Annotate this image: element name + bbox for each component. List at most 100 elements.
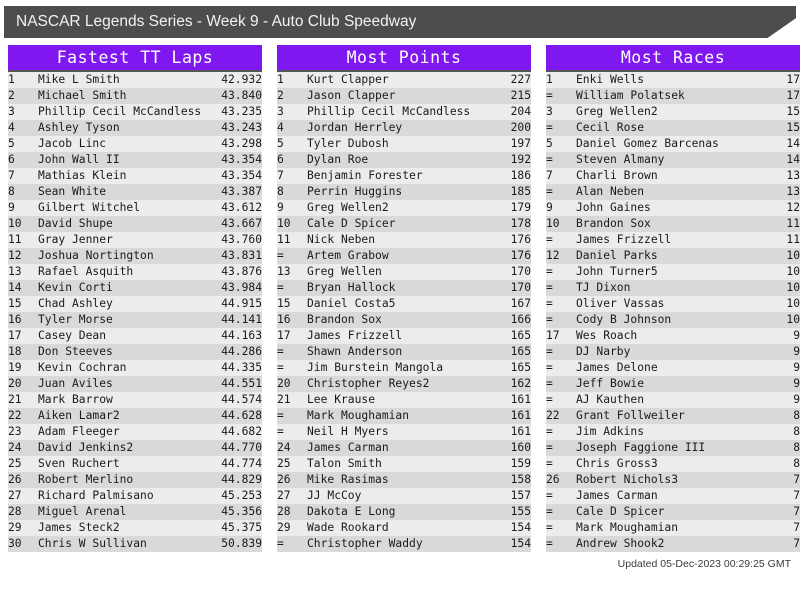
table-row: 4 Jordan Herrley 200 <box>277 120 531 136</box>
cell-rank: = <box>546 521 553 534</box>
cell-driver-name: Joshua Nortington <box>38 249 154 262</box>
table-row: = Bryan Hallock 170 <box>277 280 531 296</box>
cell-value: 10 <box>786 249 800 262</box>
cell-value: 166 <box>510 313 531 326</box>
title-banner: NASCAR Legends Series - Week 9 - Auto Cl… <box>4 6 796 38</box>
table-row: 8 Perrin Huggins 185 <box>277 184 531 200</box>
cell-value: 43.831 <box>221 249 262 262</box>
cell-driver-name: Sven Ruchert <box>38 457 120 470</box>
cell-value: 42.932 <box>221 73 262 86</box>
cell-driver-name: Kurt Clapper <box>307 73 389 86</box>
table-row: = Cody B Johnson 10 <box>546 312 800 328</box>
cell-driver-name: James Frizzell <box>307 329 403 342</box>
table-row: 26 Robert Merlino 44.829 <box>8 472 262 488</box>
cell-driver-name: Adam Fleeger <box>38 425 120 438</box>
cell-rank: = <box>277 361 284 374</box>
table-row: 26 Mike Rasimas 158 <box>277 472 531 488</box>
cell-driver-name: James Steck2 <box>38 521 120 534</box>
table-row: 7 Mathias Klein 43.354 <box>8 168 262 184</box>
cell-rank: 13 <box>8 265 22 278</box>
cell-rank: = <box>546 185 553 198</box>
cell-value: 7 <box>793 473 800 486</box>
cell-value: 44.774 <box>221 457 262 470</box>
table-row: 16 Brandon Sox 166 <box>277 312 531 328</box>
table-row: 20 Juan Aviles 44.551 <box>8 376 262 392</box>
cell-rank: 24 <box>277 441 291 454</box>
cell-rank: 15 <box>277 297 291 310</box>
cell-rank: 3 <box>546 105 553 118</box>
cell-rank: 27 <box>8 489 22 502</box>
cell-driver-name: Kevin Corti <box>38 281 113 294</box>
cell-driver-name: Perrin Huggins <box>307 185 403 198</box>
cell-rank: 5 <box>546 137 553 150</box>
table-row: = Cale D Spicer 7 <box>546 504 800 520</box>
cell-driver-name: Robert Merlino <box>38 473 134 486</box>
table-row: 17 Casey Dean 44.163 <box>8 328 262 344</box>
cell-driver-name: Mark Moughamian <box>576 521 679 534</box>
cell-driver-name: Oliver Vassas <box>576 297 665 310</box>
table-row: = Shawn Anderson 165 <box>277 344 531 360</box>
cell-driver-name: Mathias Klein <box>38 169 127 182</box>
cell-driver-name: Miguel Arenal <box>38 505 127 518</box>
cell-rank: 26 <box>277 473 291 486</box>
cell-rank: 24 <box>8 441 22 454</box>
cell-rank: 2 <box>8 89 15 102</box>
cell-driver-name: Daniel Costa5 <box>307 297 396 310</box>
cell-driver-name: Chad Ashley <box>38 297 113 310</box>
cell-driver-name: Don Steeves <box>38 345 113 358</box>
cell-value: 45.356 <box>221 505 262 518</box>
cell-rank: = <box>546 441 553 454</box>
table-row: = Jim Adkins 8 <box>546 424 800 440</box>
cell-rank: = <box>546 153 553 166</box>
cell-rank: 22 <box>546 409 560 422</box>
cell-driver-name: Mike Rasimas <box>307 473 389 486</box>
cell-value: 154 <box>510 521 531 534</box>
table-row: 13 Rafael Asquith 43.876 <box>8 264 262 280</box>
cell-value: 14 <box>786 137 800 150</box>
cell-value: 13 <box>786 185 800 198</box>
table-row: = Artem Grabow 176 <box>277 248 531 264</box>
cell-rank: 1 <box>277 73 284 86</box>
table-row: = James Frizzell 11 <box>546 232 800 248</box>
table-row: = James Carman 7 <box>546 488 800 504</box>
cell-value: 9 <box>793 393 800 406</box>
table-row: = Christopher Waddy 154 <box>277 536 531 552</box>
cell-driver-name: John Turner5 <box>576 265 658 278</box>
cell-value: 158 <box>510 473 531 486</box>
table-row: = Neil H Myers 161 <box>277 424 531 440</box>
cell-driver-name: JJ McCoy <box>307 489 362 502</box>
cell-rank: = <box>546 393 553 406</box>
table-row: 9 John Gaines 12 <box>546 200 800 216</box>
table-row: 22 Aiken Lamar2 44.628 <box>8 408 262 424</box>
cell-driver-name: Jordan Herrley <box>307 121 403 134</box>
table-row: 3 Greg Wellen2 15 <box>546 104 800 120</box>
cell-value: 10 <box>786 281 800 294</box>
cell-rank: = <box>546 121 553 134</box>
cell-value: 11 <box>786 217 800 230</box>
cell-value: 192 <box>510 153 531 166</box>
cell-driver-name: Chris W Sullivan <box>38 537 147 550</box>
cell-rank: 6 <box>277 153 284 166</box>
table-row: 22 Grant Follweiler 8 <box>546 408 800 424</box>
table-row: 20 Christopher Reyes2 162 <box>277 376 531 392</box>
cell-value: 43.667 <box>221 217 262 230</box>
column-header: Most Points <box>277 45 531 72</box>
table-row: 12 Daniel Parks 10 <box>546 248 800 264</box>
cell-value: 186 <box>510 169 531 182</box>
cell-driver-name: James Frizzell <box>576 233 672 246</box>
cell-rank: 23 <box>8 425 22 438</box>
cell-driver-name: Shawn Anderson <box>307 345 403 358</box>
table-row: 26 Robert Nichols3 7 <box>546 472 800 488</box>
cell-rank: 13 <box>277 265 291 278</box>
table-row: = Andrew Shook2 7 <box>546 536 800 552</box>
cell-rank: 18 <box>8 345 22 358</box>
cell-driver-name: Jim Adkins <box>576 425 645 438</box>
cell-driver-name: Daniel Parks <box>576 249 658 262</box>
cell-value: 43.612 <box>221 201 262 214</box>
cell-rank: 26 <box>8 473 22 486</box>
table-row: 3 Phillip Cecil McCandless 43.235 <box>8 104 262 120</box>
cell-driver-name: Phillip Cecil McCandless <box>307 105 471 118</box>
cell-rank: 20 <box>8 377 22 390</box>
cell-value: 10 <box>786 297 800 310</box>
table-row: 8 Sean White 43.387 <box>8 184 262 200</box>
